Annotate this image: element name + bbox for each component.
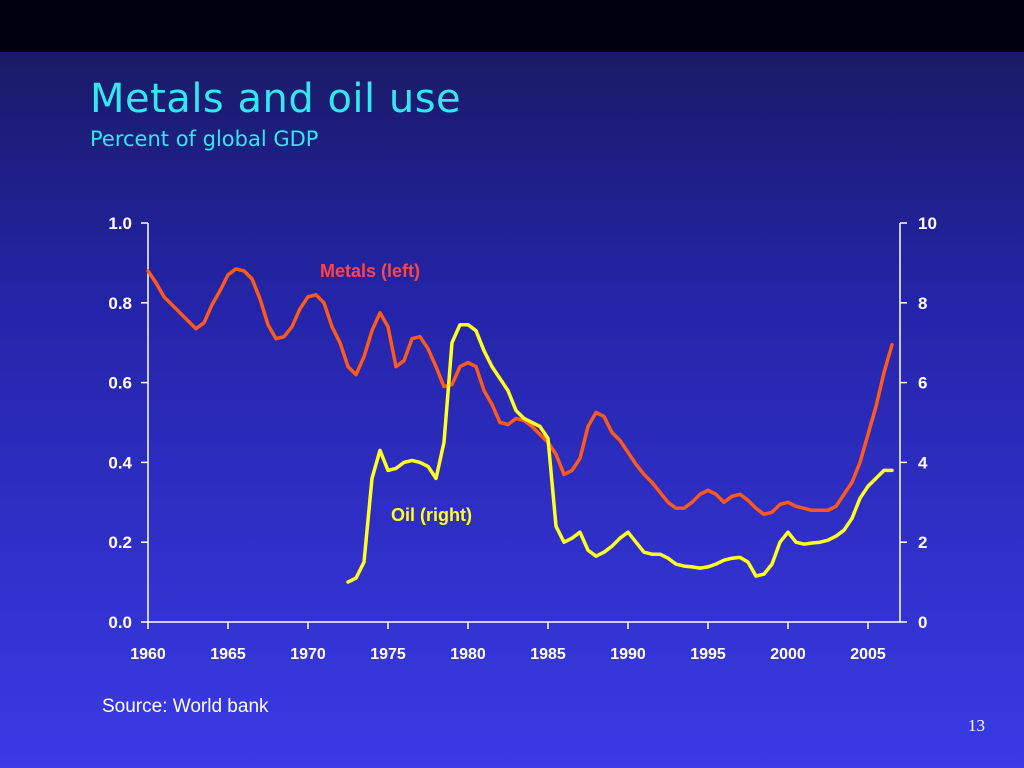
oil-series-line — [346, 322, 894, 584]
y-right-tick-label: 4 — [918, 453, 928, 472]
x-tick-label: 1970 — [290, 646, 326, 663]
y-left-tick-label: 0.2 — [108, 533, 132, 552]
x-tick-label: 1980 — [450, 646, 486, 663]
slide-title: Metals and oil use — [90, 76, 462, 122]
x-tick-label: 1990 — [610, 646, 646, 663]
y-right-tick-label: 8 — [918, 294, 927, 313]
x-tick-label: 2005 — [850, 646, 886, 663]
y-right-tick-label: 2 — [918, 533, 927, 552]
metals-series-line — [146, 267, 894, 517]
x-tick-label: 1965 — [210, 646, 246, 663]
oil-series-label: Oil (right) — [391, 505, 472, 525]
y-right-tick-label: 0 — [918, 613, 927, 632]
y-left-tick-label: 1.0 — [108, 214, 132, 233]
slide-subtitle: Percent of global GDP — [90, 127, 319, 151]
metals-series-label: Metals (left) — [320, 261, 420, 281]
page-number: 13 — [968, 716, 985, 735]
y-left-tick-label: 0.6 — [108, 374, 132, 393]
y-left-tick-label: 0.4 — [108, 453, 132, 472]
x-tick-label: 1975 — [370, 646, 406, 663]
y-left-tick-label: 0.8 — [108, 294, 132, 313]
y-right-tick-label: 6 — [918, 374, 927, 393]
source-note: Source: World bank — [102, 696, 269, 717]
y-left-tick-label: 0.0 — [108, 613, 132, 632]
y-right-tick-label: 10 — [918, 214, 937, 233]
x-tick-label: 1995 — [690, 646, 726, 663]
x-tick-label: 1985 — [530, 646, 566, 663]
x-tick-label: 2000 — [770, 646, 806, 663]
x-tick-label: 1960 — [130, 646, 166, 663]
